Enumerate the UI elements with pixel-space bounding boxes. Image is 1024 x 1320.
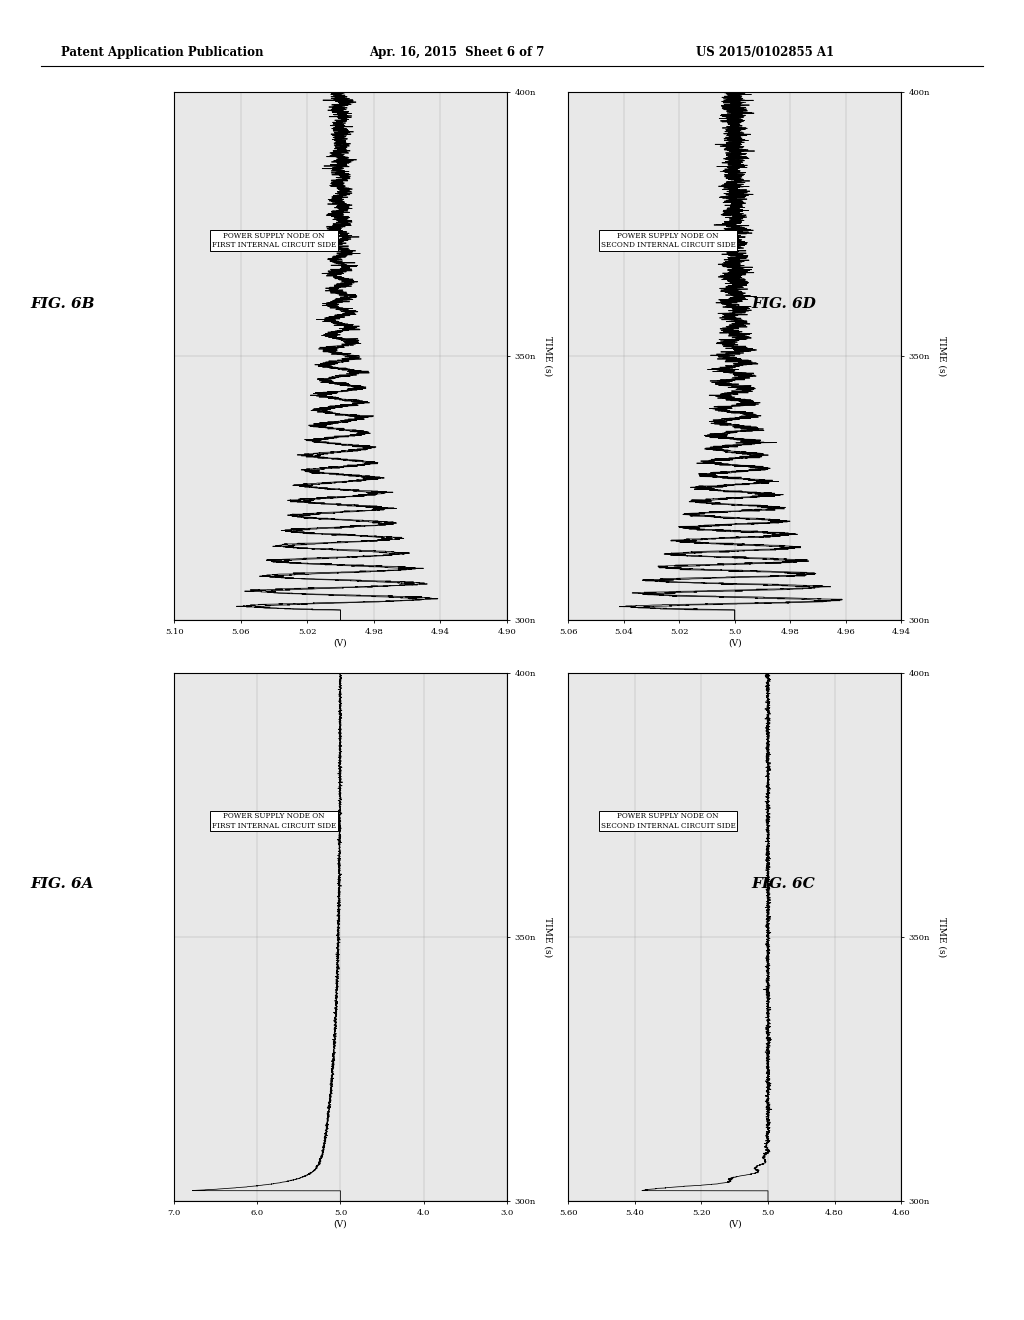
Y-axis label: TIME (s): TIME (s)	[938, 917, 947, 957]
Y-axis label: TIME (s): TIME (s)	[544, 917, 553, 957]
Text: US 2015/0102855 A1: US 2015/0102855 A1	[696, 46, 835, 59]
Text: POWER SUPPLY NODE ON
SECOND INTERNAL CIRCUIT SIDE: POWER SUPPLY NODE ON SECOND INTERNAL CIR…	[601, 231, 735, 249]
Text: FIG. 6C: FIG. 6C	[752, 878, 815, 891]
Y-axis label: TIME (s): TIME (s)	[544, 337, 553, 376]
X-axis label: (V): (V)	[728, 639, 741, 648]
Text: FIG. 6B: FIG. 6B	[31, 297, 95, 310]
X-axis label: (V): (V)	[334, 639, 347, 648]
Y-axis label: TIME (s): TIME (s)	[938, 337, 947, 376]
Text: POWER SUPPLY NODE ON
FIRST INTERNAL CIRCUIT SIDE: POWER SUPPLY NODE ON FIRST INTERNAL CIRC…	[212, 812, 336, 830]
X-axis label: (V): (V)	[728, 1220, 741, 1229]
Text: FIG. 6D: FIG. 6D	[752, 297, 816, 310]
X-axis label: (V): (V)	[334, 1220, 347, 1229]
Text: FIG. 6A: FIG. 6A	[31, 878, 94, 891]
Text: POWER SUPPLY NODE ON
SECOND INTERNAL CIRCUIT SIDE: POWER SUPPLY NODE ON SECOND INTERNAL CIR…	[601, 812, 735, 830]
Text: Apr. 16, 2015  Sheet 6 of 7: Apr. 16, 2015 Sheet 6 of 7	[369, 46, 544, 59]
Text: POWER SUPPLY NODE ON
FIRST INTERNAL CIRCUIT SIDE: POWER SUPPLY NODE ON FIRST INTERNAL CIRC…	[212, 231, 336, 249]
Text: Patent Application Publication: Patent Application Publication	[61, 46, 264, 59]
